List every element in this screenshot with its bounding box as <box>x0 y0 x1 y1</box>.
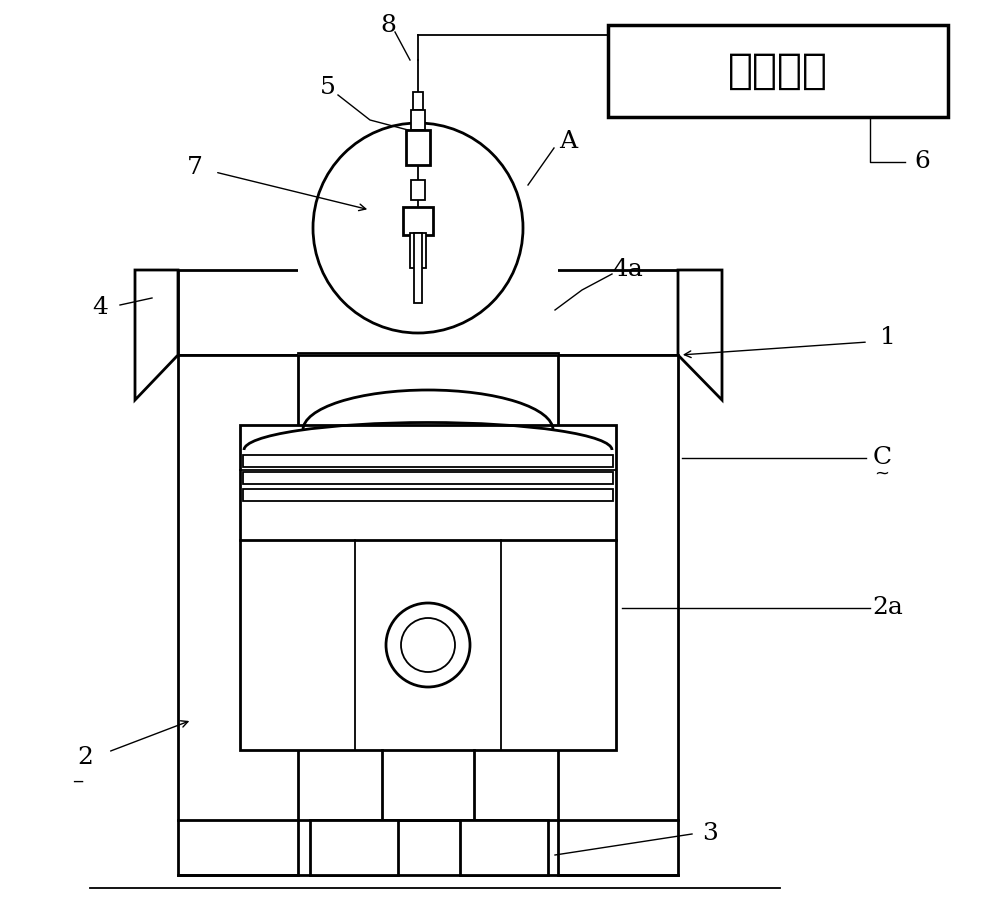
Text: 8: 8 <box>380 14 396 37</box>
Bar <box>558 355 678 875</box>
Circle shape <box>386 603 470 687</box>
Bar <box>413 92 423 110</box>
Text: C: C <box>872 447 892 470</box>
Text: ~: ~ <box>874 465 890 483</box>
Bar <box>178 270 678 355</box>
Bar <box>608 25 948 117</box>
Bar <box>243 489 613 501</box>
Bar <box>243 472 613 484</box>
Text: 3: 3 <box>702 823 718 845</box>
Bar <box>178 270 678 355</box>
Circle shape <box>401 618 455 672</box>
Bar <box>411 180 425 200</box>
Text: 4: 4 <box>92 297 108 320</box>
Text: 控制裝置: 控制裝置 <box>728 50 828 92</box>
Bar <box>178 355 298 875</box>
Text: 5: 5 <box>320 76 336 99</box>
Text: 6: 6 <box>914 151 930 174</box>
Bar <box>310 820 398 875</box>
Text: 2: 2 <box>77 746 93 769</box>
Bar <box>240 425 616 750</box>
Bar <box>178 355 298 875</box>
Bar <box>298 265 558 355</box>
Text: 7: 7 <box>187 156 203 179</box>
Polygon shape <box>135 270 178 400</box>
Bar <box>406 130 430 165</box>
Bar <box>411 110 425 130</box>
Bar <box>558 355 678 875</box>
Text: A: A <box>559 130 577 153</box>
Text: 1: 1 <box>880 326 896 349</box>
Bar <box>414 233 422 303</box>
Bar <box>410 233 426 268</box>
Text: 2a: 2a <box>873 596 903 619</box>
Polygon shape <box>678 270 722 400</box>
Bar <box>243 455 613 467</box>
Text: 4a: 4a <box>613 258 643 281</box>
Bar <box>460 820 548 875</box>
Bar <box>403 207 433 235</box>
